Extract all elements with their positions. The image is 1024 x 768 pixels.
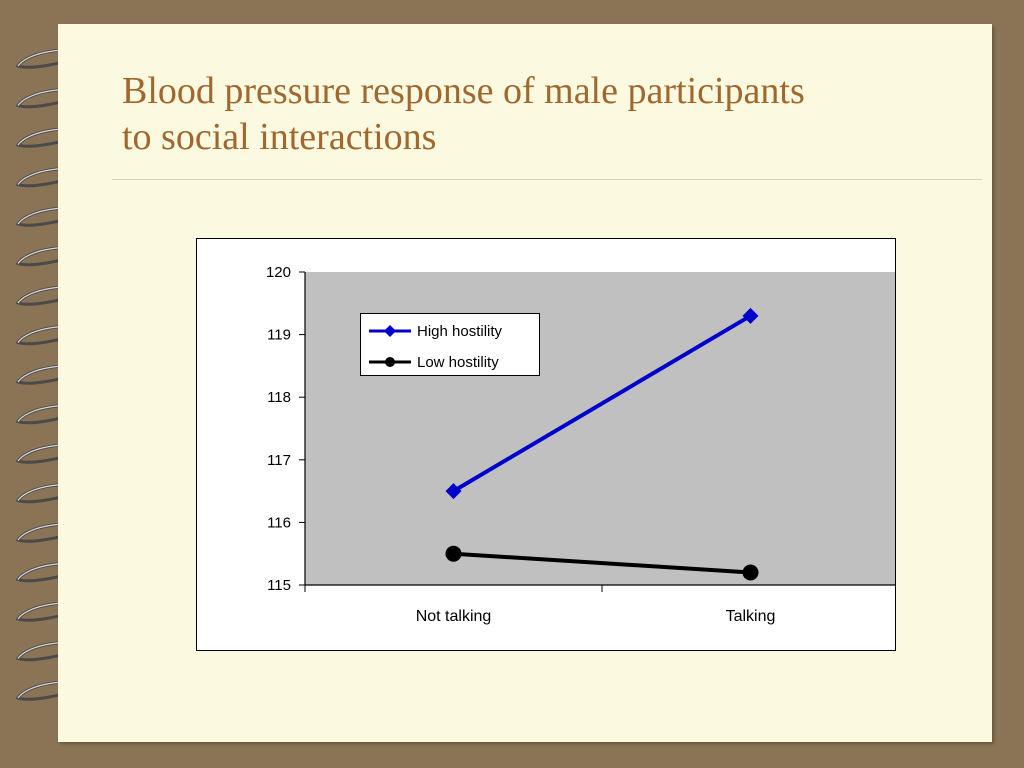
legend-item-low-hostility: Low hostility [367, 352, 499, 372]
title-divider [112, 179, 982, 180]
y-tick-label: 117 [267, 452, 291, 469]
legend-label-high-hostility: High hostility [417, 322, 503, 340]
legend-swatch-diamond-icon [369, 325, 411, 337]
x-tick-label: Not talking [416, 608, 492, 625]
data-point-circle [445, 545, 462, 562]
y-tick-label: 116 [267, 514, 291, 531]
slide-title: Blood pressure response of male particip… [122, 68, 982, 160]
y-tick-label: 115 [267, 577, 291, 594]
line-chart: 115 116 117 118 119 120 Not talking Talking [266, 264, 895, 625]
data-point-diamond [445, 483, 462, 500]
x-tick-label: Talking [726, 608, 776, 625]
y-tick-label: 119 [267, 327, 291, 344]
slide-title-line-1: Blood pressure response of male particip… [122, 70, 805, 112]
slide-title-line-2: to social interactions [122, 116, 437, 158]
data-point-diamond [742, 307, 759, 324]
chart-legend: High hostility Low hostility [360, 313, 540, 376]
legend-label-low-hostility: Low hostility [417, 353, 499, 371]
series-line-1 [453, 551, 751, 575]
chart-frame: 115 116 117 118 119 120 Not talking Talking [196, 238, 896, 651]
legend-swatch-circle-icon [369, 357, 411, 367]
y-tick-label: 118 [267, 389, 291, 406]
series-line-0 [452, 314, 752, 493]
legend-item-high-hostility: High hostility [367, 321, 502, 341]
data-point-circle [742, 564, 759, 581]
y-tick-label: 120 [266, 264, 291, 281]
